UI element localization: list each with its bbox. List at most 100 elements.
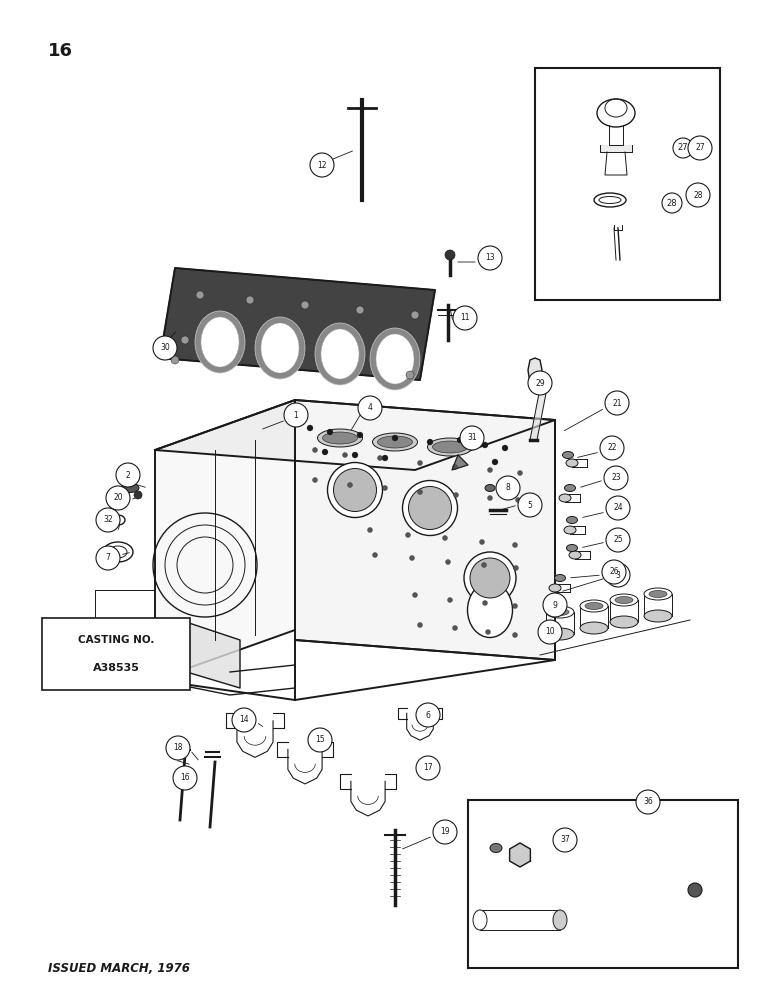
Circle shape [688, 883, 702, 897]
Text: 10: 10 [545, 628, 555, 637]
Ellipse shape [328, 462, 382, 518]
Circle shape [448, 597, 452, 602]
Circle shape [480, 540, 484, 544]
Circle shape [308, 728, 332, 752]
Polygon shape [452, 455, 468, 470]
Text: 7: 7 [105, 554, 111, 562]
Ellipse shape [473, 910, 487, 930]
Circle shape [528, 371, 552, 395]
Ellipse shape [564, 526, 576, 534]
Circle shape [348, 483, 353, 488]
Text: 28: 28 [667, 198, 677, 208]
Circle shape [134, 491, 142, 499]
Text: 16: 16 [180, 774, 190, 782]
Circle shape [600, 436, 624, 460]
Text: 29: 29 [535, 378, 544, 387]
Ellipse shape [566, 516, 577, 524]
Ellipse shape [195, 311, 245, 373]
Text: 3: 3 [615, 570, 620, 580]
Circle shape [460, 426, 484, 450]
Ellipse shape [409, 487, 452, 530]
Circle shape [417, 489, 423, 494]
Circle shape [417, 622, 423, 628]
Circle shape [352, 452, 358, 458]
Ellipse shape [580, 600, 608, 612]
Ellipse shape [566, 544, 577, 552]
Ellipse shape [378, 436, 413, 448]
Circle shape [310, 153, 334, 177]
Circle shape [378, 456, 382, 460]
Ellipse shape [322, 432, 357, 444]
Ellipse shape [432, 441, 467, 453]
Circle shape [246, 296, 254, 304]
Circle shape [488, 468, 492, 473]
Circle shape [538, 620, 562, 644]
Polygon shape [155, 400, 555, 470]
Circle shape [452, 464, 458, 470]
Ellipse shape [490, 844, 502, 852]
Circle shape [512, 633, 517, 638]
Ellipse shape [376, 334, 414, 384]
Circle shape [106, 486, 130, 510]
Circle shape [417, 460, 423, 466]
Ellipse shape [585, 602, 603, 609]
Polygon shape [160, 268, 435, 380]
Circle shape [171, 356, 179, 364]
Circle shape [313, 448, 317, 452]
Text: 15: 15 [315, 736, 324, 744]
Text: 24: 24 [613, 504, 622, 512]
Circle shape [602, 560, 626, 584]
Polygon shape [155, 400, 295, 680]
Text: A38535: A38535 [93, 663, 140, 673]
Bar [480, 910, 560, 930]
Text: 18: 18 [173, 744, 183, 752]
Text: 37: 37 [560, 836, 570, 844]
Ellipse shape [321, 329, 359, 379]
Ellipse shape [121, 484, 139, 492]
Ellipse shape [644, 588, 672, 600]
Circle shape [433, 820, 457, 844]
Polygon shape [530, 383, 548, 440]
Ellipse shape [464, 552, 516, 604]
Circle shape [512, 542, 517, 548]
Ellipse shape [427, 438, 473, 456]
Circle shape [517, 471, 523, 476]
Text: 2: 2 [126, 471, 130, 480]
Circle shape [442, 536, 448, 540]
Circle shape [496, 476, 520, 500]
Text: 23: 23 [612, 474, 621, 483]
Circle shape [301, 301, 309, 309]
Text: 8: 8 [505, 484, 510, 492]
Circle shape [96, 508, 120, 532]
Ellipse shape [201, 317, 239, 367]
Ellipse shape [566, 459, 578, 467]
Text: 21: 21 [612, 398, 622, 408]
Text: 5: 5 [527, 500, 533, 510]
Text: 6: 6 [426, 710, 431, 720]
Ellipse shape [580, 622, 608, 634]
Circle shape [686, 183, 710, 207]
Text: 27: 27 [695, 143, 705, 152]
Ellipse shape [334, 468, 377, 512]
Circle shape [605, 391, 629, 415]
Text: 30: 30 [160, 344, 170, 353]
Circle shape [553, 828, 577, 852]
Text: 20: 20 [113, 493, 122, 502]
Text: 14: 14 [239, 716, 249, 724]
Ellipse shape [373, 433, 417, 451]
Text: 26: 26 [609, 568, 619, 576]
Ellipse shape [555, 574, 565, 582]
Circle shape [518, 493, 542, 517]
Text: ISSUED MARCH, 1976: ISSUED MARCH, 1976 [48, 962, 190, 975]
Ellipse shape [546, 606, 574, 618]
Circle shape [481, 562, 487, 568]
Circle shape [373, 552, 378, 558]
Circle shape [453, 306, 477, 330]
Circle shape [153, 336, 177, 360]
Ellipse shape [255, 317, 305, 379]
Ellipse shape [565, 485, 576, 491]
Circle shape [327, 429, 333, 435]
Text: 13: 13 [485, 253, 495, 262]
Circle shape [116, 463, 140, 487]
Ellipse shape [549, 584, 561, 592]
